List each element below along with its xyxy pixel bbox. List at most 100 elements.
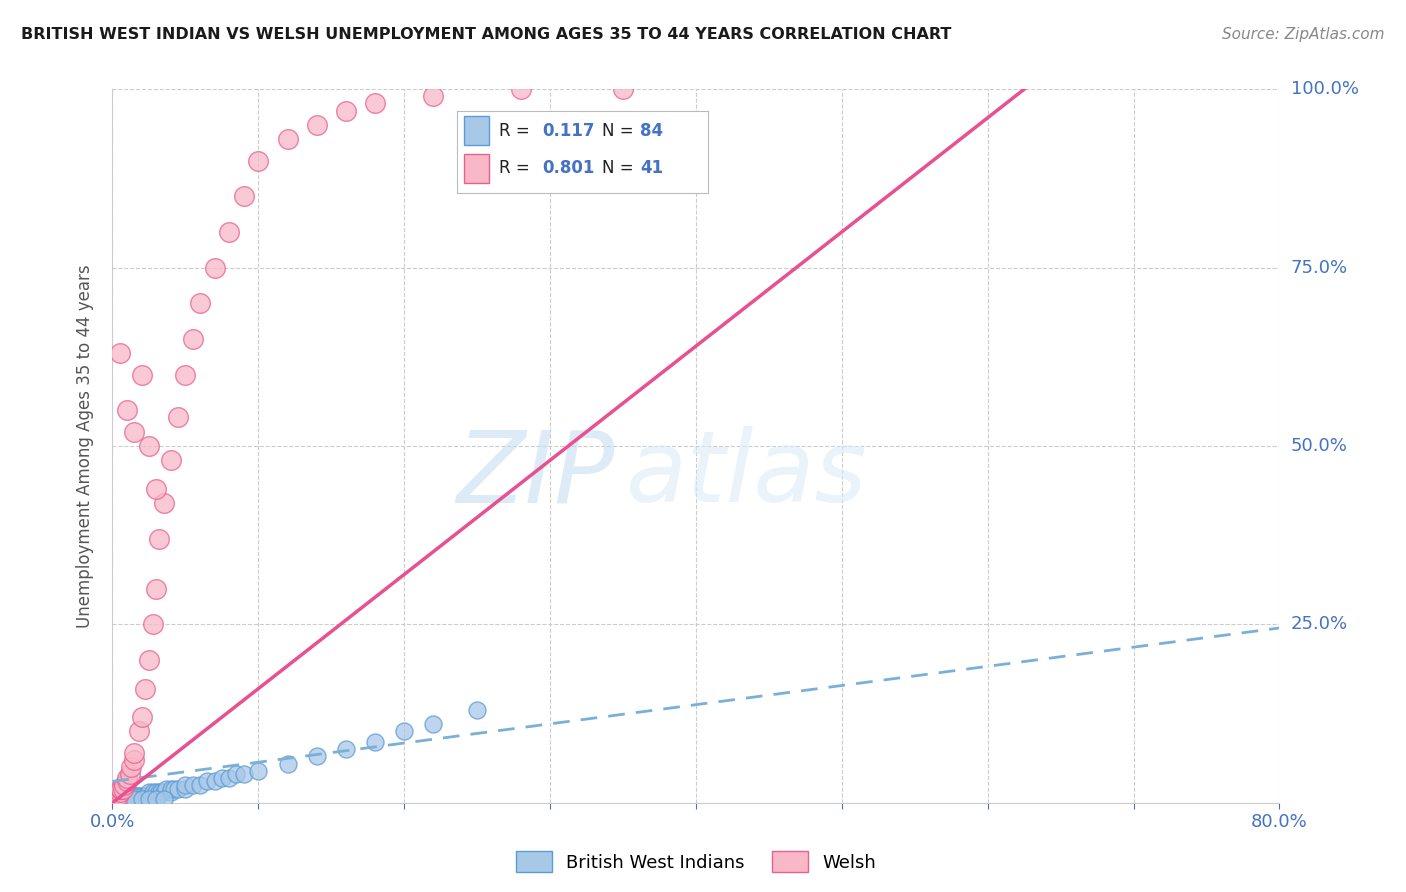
Point <box>115 771 138 785</box>
Point <box>101 789 124 803</box>
Point <box>465 703 488 717</box>
Point <box>101 789 124 803</box>
Point <box>111 792 134 806</box>
Point <box>101 792 124 806</box>
Point <box>118 792 141 806</box>
Point <box>131 792 153 806</box>
Point <box>155 781 177 796</box>
Point <box>364 735 387 749</box>
Point <box>195 774 218 789</box>
Point <box>105 789 128 803</box>
Point <box>276 132 298 146</box>
Point <box>115 792 138 806</box>
Point <box>188 778 211 792</box>
Point <box>145 582 167 596</box>
Point <box>111 781 134 796</box>
Point <box>145 789 167 803</box>
Point <box>247 764 270 778</box>
Point <box>174 778 197 792</box>
Point <box>141 789 163 803</box>
Point <box>134 681 156 696</box>
Point <box>107 789 129 803</box>
Point <box>105 796 128 810</box>
Point <box>134 789 156 803</box>
Point <box>335 103 357 118</box>
Point <box>232 189 254 203</box>
Point <box>124 753 146 767</box>
Point <box>120 760 142 774</box>
Point <box>204 774 226 789</box>
Point <box>148 785 170 799</box>
Point <box>218 771 240 785</box>
Point <box>160 453 183 467</box>
Point <box>218 225 240 239</box>
Point <box>211 771 233 785</box>
Point <box>105 792 128 806</box>
Point <box>114 789 136 803</box>
Point <box>142 785 165 799</box>
Point <box>149 785 172 799</box>
Point <box>108 796 131 810</box>
Point <box>181 778 204 792</box>
Point <box>142 617 165 632</box>
Point <box>127 789 149 803</box>
Point <box>101 796 124 810</box>
Point <box>247 153 270 168</box>
Point <box>101 796 124 810</box>
Point <box>108 785 131 799</box>
Point <box>148 532 170 546</box>
Point <box>131 789 153 803</box>
Point <box>107 792 129 806</box>
Point <box>111 789 134 803</box>
Text: BRITISH WEST INDIAN VS WELSH UNEMPLOYMENT AMONG AGES 35 TO 44 YEARS CORRELATION : BRITISH WEST INDIAN VS WELSH UNEMPLOYMEN… <box>21 27 952 42</box>
Point <box>118 792 141 806</box>
Point <box>305 118 328 132</box>
Text: ZIP: ZIP <box>456 426 614 523</box>
Point <box>115 792 138 806</box>
Point <box>115 796 138 810</box>
Point <box>125 789 148 803</box>
Point <box>138 439 160 453</box>
Point <box>174 781 197 796</box>
Point <box>145 482 167 496</box>
Point <box>131 368 153 382</box>
Point <box>152 785 174 799</box>
Point <box>124 425 146 439</box>
Point <box>112 792 135 806</box>
Point <box>101 792 124 806</box>
Point <box>118 767 141 781</box>
Point <box>335 742 357 756</box>
Point <box>135 789 157 803</box>
Y-axis label: Unemployment Among Ages 35 to 44 years: Unemployment Among Ages 35 to 44 years <box>76 264 94 628</box>
Point <box>101 796 124 810</box>
Point <box>101 792 124 806</box>
Point <box>107 792 129 806</box>
Point <box>128 789 150 803</box>
Point <box>104 792 127 806</box>
Point <box>112 778 135 792</box>
Point <box>124 792 146 806</box>
Point <box>364 96 387 111</box>
Text: 100.0%: 100.0% <box>1291 80 1358 98</box>
Point <box>181 332 204 346</box>
Point <box>138 785 160 799</box>
Point <box>276 756 298 771</box>
Point <box>108 792 131 806</box>
Point <box>108 781 131 796</box>
Point <box>104 792 127 806</box>
Point <box>118 789 141 803</box>
Point <box>392 724 416 739</box>
Point <box>110 792 132 806</box>
Point <box>108 789 131 803</box>
Point <box>101 796 124 810</box>
Point <box>163 781 186 796</box>
Point <box>108 346 131 360</box>
Point <box>128 724 150 739</box>
Text: 25.0%: 25.0% <box>1291 615 1348 633</box>
Point <box>612 82 634 96</box>
Point <box>160 781 183 796</box>
Point <box>225 767 247 781</box>
Point <box>101 796 124 810</box>
Point <box>188 296 211 310</box>
Point <box>115 403 138 417</box>
